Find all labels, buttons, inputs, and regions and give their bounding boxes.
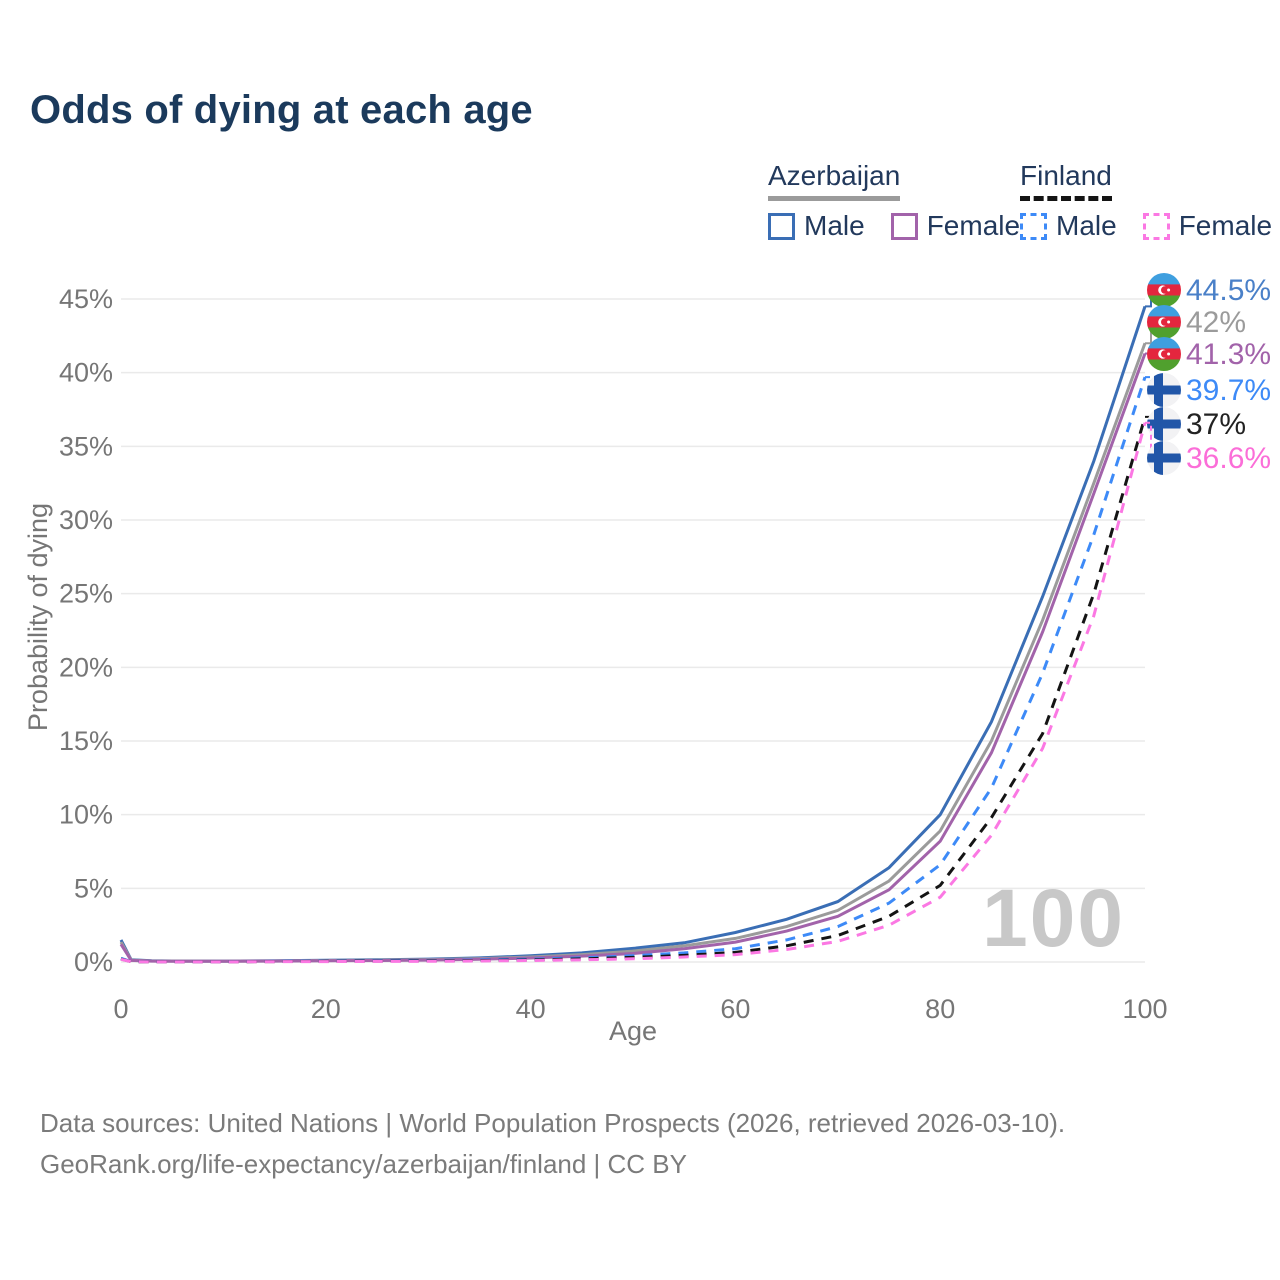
y-tick-label: 20% [59, 652, 113, 682]
legend-group-azerbaijan: Azerbaijan Male Female [768, 160, 1020, 242]
x-tick-label: 60 [720, 994, 750, 1024]
end-value-label-az-all: 42% [1186, 306, 1246, 339]
legend-item-label: Female [926, 210, 1021, 241]
legend-item-label: Male [804, 210, 865, 241]
end-value-label-fi-male: 39.7% [1186, 374, 1271, 407]
azerbaijan-flag-icon [1147, 305, 1181, 339]
chart-footer: Data sources: United Nations | World Pop… [40, 1103, 1065, 1185]
end-value-label-az-female: 41.3% [1186, 338, 1271, 371]
y-tick-label: 0% [74, 947, 113, 977]
legend-group-finland: Finland Male Female [1020, 160, 1272, 242]
age-indicator-watermark: 100 [982, 873, 1125, 964]
footer-sources-line: Data sources: United Nations | World Pop… [40, 1108, 1066, 1138]
y-tick-label: 30% [59, 505, 113, 535]
footer-license-line: GeoRank.org/life-expectancy/azerbaijan/f… [40, 1149, 687, 1179]
y-tick-label: 35% [59, 431, 113, 461]
series-line-az-all [119, 342, 1147, 963]
x-tick-label: 20 [311, 994, 341, 1024]
y-tick-label: 40% [59, 358, 113, 388]
y-tick-label: 45% [59, 284, 113, 314]
page-title: Odds of dying at each age [30, 88, 533, 132]
azerbaijan-female-swatch-icon [890, 212, 918, 240]
series-line-az-female [119, 352, 1147, 963]
legend-item-label: Male [1056, 210, 1117, 241]
x-tick-label: 80 [925, 994, 955, 1024]
end-value-label-fi-all: 37% [1186, 408, 1246, 441]
y-tick-label: 25% [59, 579, 113, 609]
finland-female-swatch-icon [1142, 212, 1170, 240]
legend-item-finland-female[interactable]: Female [1142, 210, 1273, 242]
y-tick-label: 15% [59, 726, 113, 756]
finland-male-swatch-icon [1020, 212, 1047, 240]
x-tick-label: 100 [1122, 994, 1167, 1024]
legend-item-finland-male[interactable]: Male [1020, 210, 1117, 242]
end-value-label-fi-female: 36.6% [1186, 442, 1271, 475]
end-value-label-az-male: 44.5% [1186, 274, 1271, 307]
azerbaijan-male-swatch-icon [768, 212, 795, 240]
series-line-fi-male [120, 376, 1147, 964]
finland-flag-icon [1147, 407, 1181, 441]
x-tick-label: 40 [516, 994, 546, 1024]
series-line-az-male [119, 305, 1147, 963]
y-tick-label: 5% [74, 873, 113, 903]
x-tick-label: 0 [113, 994, 128, 1024]
legend-item-label: Female [1178, 210, 1273, 241]
azerbaijan-flag-icon [1147, 273, 1181, 307]
x-axis-title: Age [609, 1016, 657, 1046]
finland-flag-icon [1147, 441, 1181, 475]
y-axis-title: Probability of dying [23, 503, 53, 731]
legend-item-azerbaijan-female[interactable]: Female [890, 210, 1021, 242]
legend-country-azerbaijan[interactable]: Azerbaijan [768, 160, 901, 201]
legend-country-finland[interactable]: Finland [1020, 160, 1112, 201]
finland-flag-icon [1147, 373, 1181, 407]
end-connector-fi-female [1145, 421, 1152, 459]
legend-item-azerbaijan-male[interactable]: Male [768, 210, 865, 242]
y-tick-label: 10% [59, 800, 113, 830]
azerbaijan-flag-icon [1147, 337, 1181, 371]
chart-canvas: 0% 5% 10% 15% 20% 25% 30% 35% 40% 45% 0 20 40 60 80 100… [23, 273, 1271, 1046]
